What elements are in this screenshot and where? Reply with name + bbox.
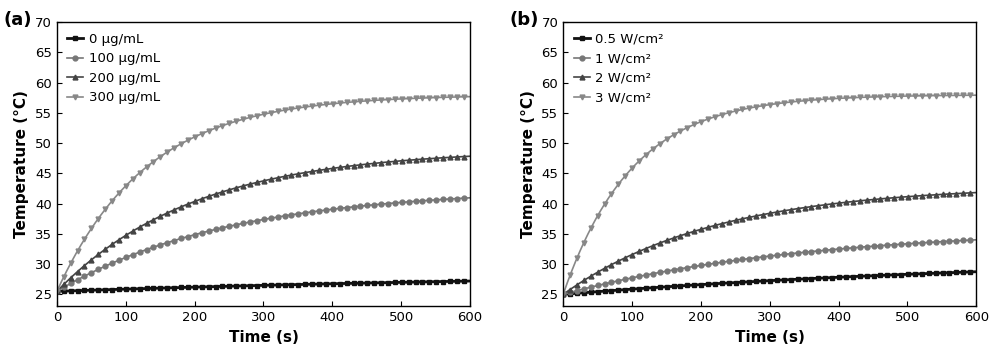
- 1 W/cm²: [868, 244, 880, 248]
- 3 W/cm²: [557, 292, 569, 297]
- 200 μg/mL: [124, 231, 136, 235]
- X-axis label: Time (s): Time (s): [229, 330, 298, 345]
- 0 μg/mL: [327, 282, 339, 286]
- Line: 100 μg/mL: 100 μg/mL: [54, 195, 473, 294]
- 0.5 W/cm²: [630, 287, 642, 291]
- 0.5 W/cm²: [744, 279, 756, 284]
- 0 μg/mL: [238, 284, 250, 288]
- 0.5 W/cm²: [663, 284, 675, 289]
- 100 μg/mL: [362, 203, 374, 208]
- Y-axis label: Temperature (°C): Temperature (°C): [14, 90, 29, 238]
- 100 μg/mL: [51, 289, 63, 293]
- 200 μg/mL: [51, 289, 63, 293]
- 100 μg/mL: [464, 196, 476, 200]
- Y-axis label: Temperature (°C): Temperature (°C): [521, 90, 536, 238]
- 0 μg/mL: [51, 289, 63, 293]
- Line: 200 μg/mL: 200 μg/mL: [54, 154, 473, 294]
- 0.5 W/cm²: [801, 277, 813, 281]
- 0 μg/mL: [294, 282, 306, 287]
- 1 W/cm²: [630, 275, 642, 279]
- Text: (a): (a): [3, 11, 32, 29]
- 300 μg/mL: [157, 153, 169, 157]
- 1 W/cm²: [744, 256, 756, 261]
- 3 W/cm²: [663, 135, 675, 140]
- Line: 3 W/cm²: 3 W/cm²: [561, 93, 979, 297]
- 200 μg/mL: [238, 184, 250, 188]
- 0.5 W/cm²: [833, 275, 845, 279]
- Line: 0.5 W/cm²: 0.5 W/cm²: [561, 269, 979, 297]
- 1 W/cm²: [557, 292, 569, 297]
- 100 μg/mL: [124, 253, 136, 258]
- 2 W/cm²: [868, 197, 880, 201]
- 300 μg/mL: [238, 117, 250, 121]
- 1 W/cm²: [833, 247, 845, 251]
- 100 μg/mL: [238, 221, 250, 225]
- 100 μg/mL: [157, 242, 169, 246]
- 300 μg/mL: [51, 289, 63, 293]
- 3 W/cm²: [630, 162, 642, 166]
- 1 W/cm²: [663, 268, 675, 273]
- Line: 300 μg/mL: 300 μg/mL: [54, 94, 473, 294]
- Text: (b): (b): [509, 11, 539, 29]
- Legend: 0.5 W/cm², 1 W/cm², 2 W/cm², 3 W/cm²: 0.5 W/cm², 1 W/cm², 2 W/cm², 3 W/cm²: [570, 29, 667, 108]
- 300 μg/mL: [362, 99, 374, 103]
- 2 W/cm²: [801, 205, 813, 209]
- 0 μg/mL: [124, 287, 136, 291]
- 2 W/cm²: [557, 292, 569, 297]
- Line: 1 W/cm²: 1 W/cm²: [561, 237, 979, 297]
- 200 μg/mL: [157, 213, 169, 217]
- 300 μg/mL: [327, 101, 339, 106]
- 100 μg/mL: [327, 207, 339, 211]
- X-axis label: Time (s): Time (s): [735, 330, 805, 345]
- 3 W/cm²: [970, 93, 982, 97]
- 2 W/cm²: [663, 237, 675, 242]
- 0 μg/mL: [157, 286, 169, 290]
- 2 W/cm²: [970, 190, 982, 195]
- 3 W/cm²: [868, 95, 880, 99]
- 100 μg/mL: [294, 211, 306, 216]
- Line: 2 W/cm²: 2 W/cm²: [561, 190, 979, 297]
- 0.5 W/cm²: [868, 273, 880, 278]
- 3 W/cm²: [744, 106, 756, 110]
- 0 μg/mL: [362, 281, 374, 285]
- 3 W/cm²: [801, 98, 813, 103]
- 2 W/cm²: [630, 251, 642, 255]
- 300 μg/mL: [294, 105, 306, 110]
- 1 W/cm²: [970, 238, 982, 242]
- 200 μg/mL: [464, 154, 476, 158]
- 200 μg/mL: [294, 171, 306, 176]
- 2 W/cm²: [744, 215, 756, 219]
- 0.5 W/cm²: [557, 292, 569, 297]
- 3 W/cm²: [833, 96, 845, 100]
- 300 μg/mL: [124, 179, 136, 184]
- 300 μg/mL: [464, 94, 476, 99]
- Legend: 0 μg/mL, 100 μg/mL, 200 μg/mL, 300 μg/mL: 0 μg/mL, 100 μg/mL, 200 μg/mL, 300 μg/mL: [64, 29, 164, 108]
- 200 μg/mL: [362, 162, 374, 166]
- 2 W/cm²: [833, 201, 845, 205]
- 0 μg/mL: [464, 279, 476, 283]
- 200 μg/mL: [327, 166, 339, 171]
- Line: 0 μg/mL: 0 μg/mL: [54, 279, 473, 294]
- 1 W/cm²: [801, 250, 813, 254]
- 0.5 W/cm²: [970, 269, 982, 274]
